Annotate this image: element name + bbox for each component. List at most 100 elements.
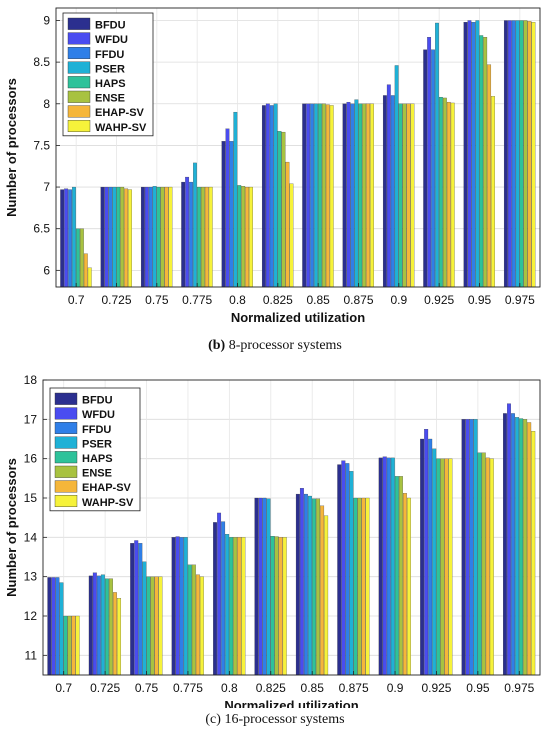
x-axis-title: Normalized utilization [224,698,358,708]
bar-pser [475,20,480,288]
bar-bfdu [254,497,259,676]
bar-wahp-sv [117,598,122,676]
bar-ense [523,20,528,288]
bar-ffdu [108,186,113,288]
bar-pser [266,498,271,676]
bar-ehap-sv [124,188,129,288]
bar-haps [229,537,234,676]
bar-pser [349,471,354,676]
bar-wfdu [225,128,230,288]
bar-wahp-sv [370,103,374,288]
legend-label: WAHP-SV [82,497,134,509]
bar-bfdu [295,493,300,676]
x-tick-label: 0.7 [55,681,72,695]
bar-bfdu [342,103,347,288]
x-tick-label: 0.75 [145,293,169,307]
x-tick-label: 0.9 [390,293,407,307]
bar-wahp-sv [531,431,536,676]
legend-label: EHAP-SV [82,482,132,494]
bar-bfdu [171,537,176,676]
bar-wahp-sv [158,576,163,676]
legend-label: BFDU [95,20,126,32]
bar-ehap-sv [361,497,366,676]
legend-swatch [54,436,78,449]
bar-wfdu [507,403,511,676]
axes-frame [42,379,541,676]
bar-pser [394,65,399,288]
legend-label: BFDU [82,395,113,407]
bar-ehap-sv [245,186,250,288]
legend-swatch [54,392,78,405]
bar-bfdu [261,105,266,288]
bar-pser [183,537,188,676]
bar-ffdu [428,438,433,676]
bar-wahp-sv [75,615,80,676]
bar-bfdu [423,49,428,288]
bar-pser [515,20,520,288]
bar-ense [274,536,279,676]
legend-label: WFDU [82,409,115,421]
bar-pser [100,574,105,676]
bar-ense [109,578,113,676]
legend-swatch [54,407,78,420]
legend-swatch [67,17,91,30]
bar-bfdu [302,103,307,288]
x-tick-label: 0.775 [173,681,203,695]
x-tick-label: 0.825 [263,293,293,307]
bar-ehap-sv [527,422,532,676]
bar-pser [112,186,117,288]
bar-wfdu [185,176,190,288]
x-tick-label: 0.725 [90,681,120,695]
bar-ense [191,564,196,676]
bar-ffdu [189,181,193,288]
x-tick-label: 0.8 [229,293,246,307]
bar-ehap-sv [154,576,159,676]
bar-wahp-sv [128,189,132,288]
legend-label: WFDU [95,34,128,46]
bar-ehap-sv [164,186,169,288]
bar-ehap-sv [485,457,490,676]
legend-swatch [67,47,91,60]
bar-bfdu [88,575,93,676]
bar-haps [116,186,121,288]
bar-bfdu [420,438,425,676]
y-tick-label: 14 [24,530,38,544]
bar-bfdu [140,186,145,288]
y-tick-label: 8.5 [33,55,50,69]
bar-wahp-sv [448,458,453,676]
bar-ehap-sv [325,104,330,288]
bar-pser [233,111,238,288]
bar-ehap-sv [366,103,371,288]
bar-ffdu [304,493,308,676]
legend-label: PSER [82,438,112,450]
legend-swatch [67,105,91,118]
x-tick-label: 0.75 [135,681,159,695]
bar-bfdu [60,189,65,288]
caption-16-processor: (c) 16-processor systems [0,712,550,728]
bar-ffdu [390,95,395,288]
y-tick-label: 18 [24,373,38,387]
bar-ffdu [55,577,60,676]
bar-pser [432,448,437,676]
x-tick-label: 0.7 [68,293,85,307]
bar-ehap-sv [320,505,325,676]
y-tick-label: 6 [43,263,50,277]
y-tick-label: 7 [43,180,50,194]
x-axis-title: Normalized utilization [231,310,365,325]
bar-ffdu [310,103,314,288]
bar-haps [146,576,151,676]
x-tick-label: 0.9 [387,681,404,695]
bar-haps [394,476,399,676]
axes-frame [55,7,541,288]
bar-ffdu [96,575,101,676]
bar-ense [233,537,238,676]
legend-swatch [54,451,78,464]
bar-ense [79,228,84,288]
bar-pser [152,186,157,288]
legend-label: WAHP-SV [95,122,147,134]
bar-wahp-sv [491,96,495,288]
bar-wahp-sv [199,576,204,676]
bar-haps [156,186,161,288]
bar-haps [312,498,316,676]
bar-wfdu [346,101,351,288]
